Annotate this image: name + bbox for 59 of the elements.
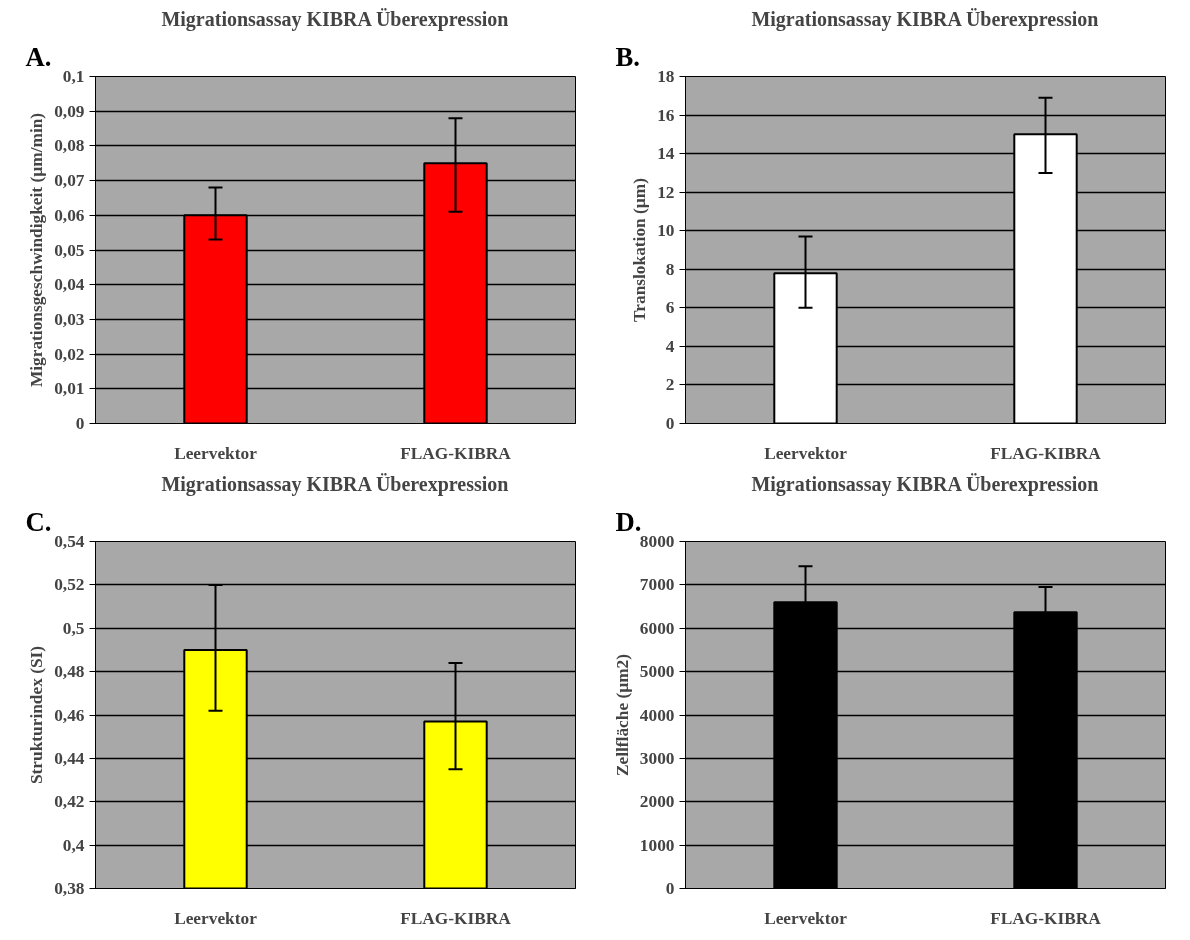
y-tick-label: 0,42 bbox=[54, 792, 85, 812]
y-tick-label: 0,04 bbox=[54, 275, 85, 295]
x-tick-label: Leervektor bbox=[174, 908, 258, 928]
text: B. bbox=[615, 41, 640, 72]
y-tick-label: 6000 bbox=[639, 618, 675, 638]
y-axis-title: Translokation (µm) bbox=[630, 177, 650, 322]
y-tick-label: 0,4 bbox=[62, 835, 85, 855]
y-tick-label: 0,01 bbox=[54, 379, 85, 399]
text: A. bbox=[25, 41, 52, 72]
y-tick-label: 4 bbox=[665, 336, 675, 356]
y-tick-label: 2 bbox=[665, 375, 675, 395]
y-tick-label: 2000 bbox=[639, 792, 675, 812]
y-tick-label: 0,44 bbox=[54, 748, 85, 768]
y-tick-label: 10 bbox=[657, 221, 675, 241]
y-tick-label: 0,52 bbox=[54, 575, 85, 595]
y-tick-label: 4000 bbox=[639, 705, 675, 725]
text: C. bbox=[25, 506, 52, 537]
x-tick-label: FLAG-KIBRA bbox=[990, 908, 1102, 928]
y-tick-label: 0,05 bbox=[54, 240, 85, 260]
y-tick-label: 0,08 bbox=[54, 136, 85, 156]
y-axis-title: Migrationsgeschwindigkeit (µm/min) bbox=[27, 112, 47, 388]
y-tick-label: 8000 bbox=[639, 532, 675, 551]
x-tick-label: Leervektor bbox=[764, 443, 848, 463]
x-tick-label: Leervektor bbox=[764, 908, 848, 928]
y-tick-label: 7000 bbox=[639, 575, 675, 595]
y-tick-label: 0,09 bbox=[54, 101, 85, 121]
y-tick-label: 0,48 bbox=[54, 662, 85, 682]
y-tick-label: 0,38 bbox=[54, 879, 85, 898]
y-tick-label: 3000 bbox=[639, 748, 675, 768]
y-tick-label: 6 bbox=[665, 298, 675, 318]
y-tick-label: 0,46 bbox=[54, 705, 85, 725]
chart-title: Migrationsassay KIBRA Überexpression bbox=[161, 7, 509, 31]
y-tick-label: 0 bbox=[665, 414, 675, 433]
y-tick-label: 16 bbox=[657, 105, 675, 125]
chart-title: Migrationsassay KIBRA Überexpression bbox=[161, 472, 509, 496]
y-tick-label: 0,1 bbox=[62, 67, 85, 86]
x-tick-label: FLAG-KIBRA bbox=[400, 443, 512, 463]
y-tick-label: 1000 bbox=[639, 835, 675, 855]
y-tick-label: 5000 bbox=[639, 662, 675, 682]
x-tick-label: Leervektor bbox=[174, 443, 258, 463]
y-tick-label: 14 bbox=[657, 144, 675, 164]
y-tick-label: 0,07 bbox=[54, 171, 85, 191]
y-tick-label: 0,54 bbox=[54, 532, 85, 551]
chart-title: Migrationsassay KIBRA Überexpression bbox=[751, 472, 1099, 496]
chart-title: Migrationsassay KIBRA Überexpression bbox=[751, 7, 1099, 31]
y-tick-label: 18 bbox=[657, 67, 675, 86]
y-axis-title: Strukturindex (SI) bbox=[27, 645, 47, 785]
y-tick-label: 8 bbox=[665, 259, 675, 279]
y-tick-label: 0 bbox=[75, 414, 85, 433]
x-tick-label: FLAG-KIBRA bbox=[400, 908, 512, 928]
y-tick-label: 12 bbox=[657, 182, 675, 202]
text: D. bbox=[615, 506, 642, 537]
x-tick-label: FLAG-KIBRA bbox=[990, 443, 1102, 463]
y-tick-label: 0,5 bbox=[62, 618, 85, 638]
y-tick-label: 0,02 bbox=[54, 344, 85, 364]
y-tick-label: 0 bbox=[665, 879, 675, 898]
y-tick-label: 0,06 bbox=[54, 205, 85, 225]
y-axis-title: Zellfläche (µm2) bbox=[612, 653, 632, 777]
y-tick-label: 0,03 bbox=[54, 309, 85, 329]
